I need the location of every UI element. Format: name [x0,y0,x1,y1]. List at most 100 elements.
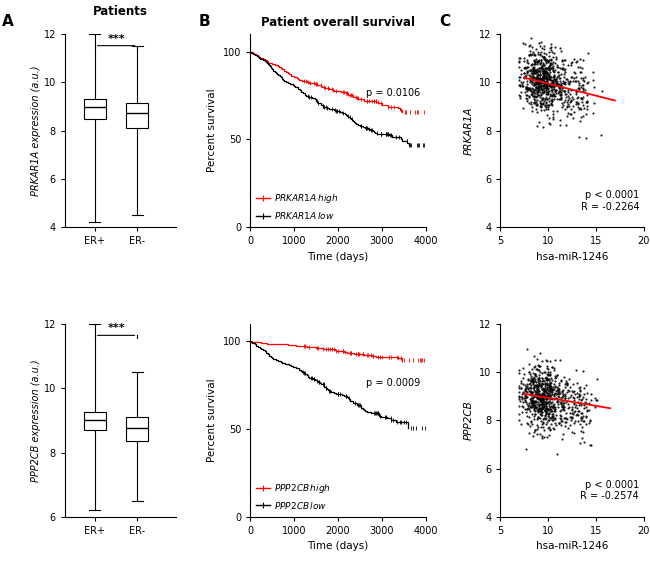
Point [534,386,545,395]
Point [551,55,562,64]
Point [526,398,536,407]
Point [586,395,596,404]
Point [528,62,539,71]
Point [526,83,537,93]
Point [540,378,550,387]
Point [536,77,546,86]
Point [546,413,556,422]
Point [532,366,543,375]
Point [526,377,536,386]
Point [526,398,536,407]
Point [580,399,591,408]
Point [532,85,543,94]
Point [521,94,531,103]
Point [525,394,536,403]
Point [545,85,556,94]
Point [540,389,550,398]
Point [514,57,525,66]
Point [543,70,554,80]
PathPatch shape [126,417,148,441]
Point [566,59,576,68]
Point [545,394,556,403]
Point [531,80,541,89]
Point [569,54,579,63]
Point [558,83,569,92]
Point [529,94,539,103]
Point [539,77,549,86]
Point [528,60,539,69]
Point [545,65,555,74]
Point [543,391,553,400]
Point [523,402,534,411]
Point [515,53,526,62]
Point [522,412,532,421]
Point [534,55,544,64]
Point [536,37,546,47]
Point [576,413,586,422]
Point [526,377,536,386]
Point [517,398,528,407]
Point [519,390,530,399]
Point [562,78,573,87]
Point [565,76,575,85]
Point [562,102,573,111]
Point [545,386,556,395]
Point [580,381,591,390]
Point [526,396,537,405]
Point [542,362,552,371]
Point [576,93,586,102]
Point [533,84,543,93]
Point [582,97,593,106]
Point [534,365,545,374]
Point [543,83,553,93]
Point [538,373,548,382]
Point [521,382,531,391]
Point [569,399,579,408]
Point [530,98,540,107]
Point [527,396,538,405]
Point [534,361,544,370]
Point [514,57,525,66]
Point [540,55,550,64]
Point [530,401,541,410]
Point [558,400,568,410]
Point [533,395,543,404]
Point [535,71,545,80]
Point [530,77,541,86]
Point [552,60,563,69]
Point [576,414,586,423]
Point [566,95,577,104]
Point [534,78,545,87]
Point [551,78,562,87]
Point [524,83,534,92]
Point [530,391,541,400]
Point [547,403,558,412]
Point [558,429,569,438]
Point [566,391,577,400]
Point [551,88,562,97]
Point [545,392,555,401]
Point [545,382,555,391]
Point [553,389,564,398]
Point [525,65,536,74]
Point [528,73,538,82]
Point [534,39,544,48]
Point [545,55,556,64]
Point [529,363,539,372]
Point [526,418,536,427]
Point [559,78,569,87]
Point [547,401,558,410]
Point [532,393,542,402]
Point [541,105,551,114]
Point [525,83,535,92]
Point [556,81,566,90]
Point [549,68,560,77]
Point [532,74,543,83]
Point [525,382,535,391]
Point [549,379,559,389]
Point [542,375,552,384]
Point [527,65,538,74]
Point [535,81,545,90]
Point [535,51,545,60]
Point [548,114,558,123]
